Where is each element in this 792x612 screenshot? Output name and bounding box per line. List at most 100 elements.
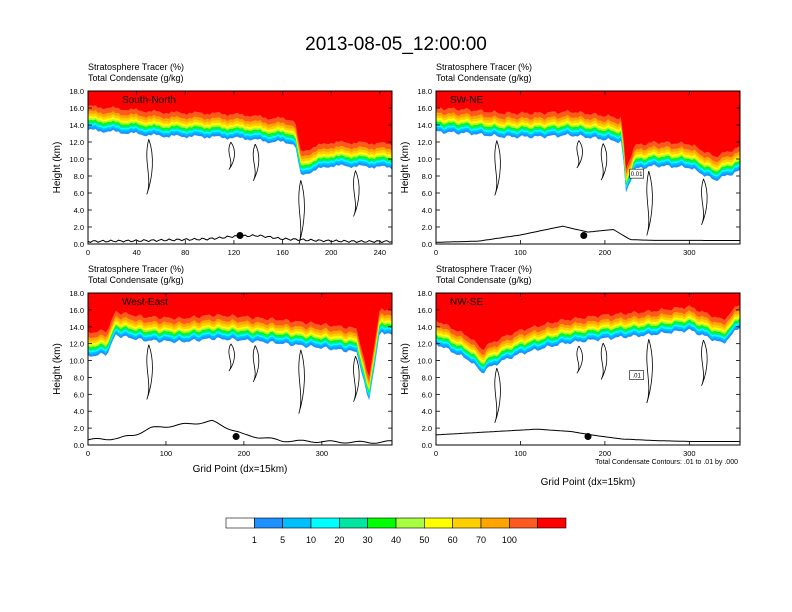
colorbar-label: 5 (280, 535, 285, 545)
contour-footnote: Total Condensate Contours: .01 to .01 by… (595, 459, 738, 466)
x-tick-label: 300 (683, 449, 696, 458)
x-tick-label: 200 (325, 248, 338, 257)
colorbar-swatch (310, 517, 340, 529)
plot-frame (435, 292, 741, 446)
colorbar-label: 100 (502, 535, 517, 545)
y-tick-label: 14.0 (417, 323, 432, 332)
colorbar-swatch (339, 517, 368, 529)
contour-line (353, 356, 360, 402)
contour-line (494, 140, 501, 196)
x-tick-label: 100 (160, 449, 173, 458)
y-tick-label: 16.0 (69, 104, 84, 113)
colorbar-label: 10 (306, 535, 316, 545)
y-axis-label: Height (km) (52, 343, 63, 395)
x-tick-label: 200 (238, 449, 251, 458)
x-axis-label: Grid Point (dx=15km) (541, 477, 636, 488)
contour-label: .01 (629, 370, 644, 380)
station-marker (232, 433, 240, 441)
x-tick-label: 300 (316, 449, 329, 458)
contour-line (146, 344, 153, 400)
y-tick-label: 18.0 (69, 289, 84, 298)
y-tick-label: 12.0 (417, 138, 432, 147)
y-tick-label: 2.0 (74, 424, 84, 433)
terrain-line (88, 419, 392, 444)
colorbar-swatch (509, 517, 538, 529)
panel-sw-ne: 0.01 SW-NE 0.0 2.0 4.0 6.0 8.0 10.0 12.0 14.0 16.0… (400, 62, 741, 257)
x-tick-label: 100 (514, 248, 527, 257)
x-tick-label: 120 (228, 248, 241, 257)
tracer-band-11 (88, 91, 392, 152)
contour-line (701, 178, 708, 225)
y-tick-label: 2.0 (422, 424, 432, 433)
contour-line (701, 339, 708, 386)
contour-line (252, 143, 260, 182)
tracer-band-11 (88, 293, 392, 377)
plot-frame (87, 292, 393, 446)
panel-label: SW-NE (450, 95, 483, 106)
panel-label: NW-SE (450, 297, 483, 308)
tracer-field (436, 293, 740, 374)
y-tick-label: 18.0 (417, 289, 432, 298)
contour-line (298, 180, 305, 244)
colorbar-label: 1 (252, 535, 257, 545)
contour-line (298, 349, 305, 414)
y-axis-label: Height (km) (52, 142, 63, 194)
colorbar-swatch (225, 517, 255, 529)
y-tick-label: 6.0 (422, 390, 432, 399)
x-tick-label: 80 (181, 248, 189, 257)
y-tick-label: 16.0 (417, 104, 432, 113)
colorbar-swatch (452, 517, 482, 529)
x-tick-label: 200 (599, 449, 612, 458)
y-tick-label: 0.0 (74, 441, 84, 450)
x-tick-label: 160 (276, 248, 289, 257)
colorbar-swatch (537, 517, 567, 529)
y-tick-label: 6.0 (74, 390, 84, 399)
colorbar-swatch (254, 517, 283, 529)
plot-frame (87, 90, 393, 245)
tracer-field (436, 91, 740, 193)
colorbar-label: 50 (419, 535, 429, 545)
panel-south-north: South-North 0.0 2.0 4.0 6.0 8.0 10.0 12.0 14.0 16… (52, 62, 393, 257)
colorbar-label: 60 (448, 535, 458, 545)
tracer-field (88, 293, 392, 401)
y-tick-label: 8.0 (422, 172, 432, 181)
contour-line (228, 343, 235, 372)
y-axis-label: Height (km) (400, 142, 411, 194)
y-tick-label: 12.0 (69, 138, 84, 147)
plot-frame (435, 90, 741, 245)
y-tick-label: 4.0 (422, 407, 432, 416)
panel-title-line2: Total Condensate (g/kg) (436, 275, 532, 285)
panel-title-line2: Total Condensate (g/kg) (436, 73, 532, 83)
x-axis-label: Grid Point (dx=15km) (193, 464, 288, 475)
x-tick-label: 0 (86, 449, 90, 458)
station-marker (236, 232, 244, 239)
x-tick-label: 200 (599, 248, 612, 257)
panel-label: South-North (122, 95, 176, 106)
station-marker (580, 232, 588, 239)
colorbar-label: 40 (391, 535, 401, 545)
y-tick-label: 0.0 (422, 441, 432, 450)
y-tick-label: 14.0 (69, 323, 84, 332)
x-tick-label: 0 (434, 449, 438, 458)
y-tick-label: 2.0 (422, 223, 432, 232)
y-tick-label: 10.0 (417, 155, 432, 164)
y-tick-label: 8.0 (74, 373, 84, 382)
y-tick-label: 4.0 (422, 206, 432, 215)
contour-label-box (629, 370, 644, 380)
panels: South-North 0.0 2.0 4.0 6.0 8.0 10.0 12.0 14.0 16… (52, 62, 741, 488)
panel-west-east: West-East 0.0 2.0 4.0 6.0 8.0 10.0 12.0 14.0 16.0… (52, 264, 393, 475)
x-tick-label: 0 (434, 248, 438, 257)
panel-title-line1: Stratosphere Tracer (%) (436, 264, 532, 274)
y-tick-label: 4.0 (74, 206, 84, 215)
x-tick-label: 100 (514, 449, 527, 458)
colorbar-swatch (480, 517, 510, 529)
colorbar-label: 70 (476, 535, 486, 545)
y-tick-label: 10.0 (69, 357, 84, 366)
contour-label-box (629, 168, 644, 179)
x-tick-label: 300 (683, 248, 696, 257)
y-tick-label: 10.0 (69, 155, 84, 164)
colorbar-swatch (424, 517, 453, 529)
x-tick-label: 240 (374, 248, 387, 257)
y-tick-label: 12.0 (69, 340, 84, 349)
